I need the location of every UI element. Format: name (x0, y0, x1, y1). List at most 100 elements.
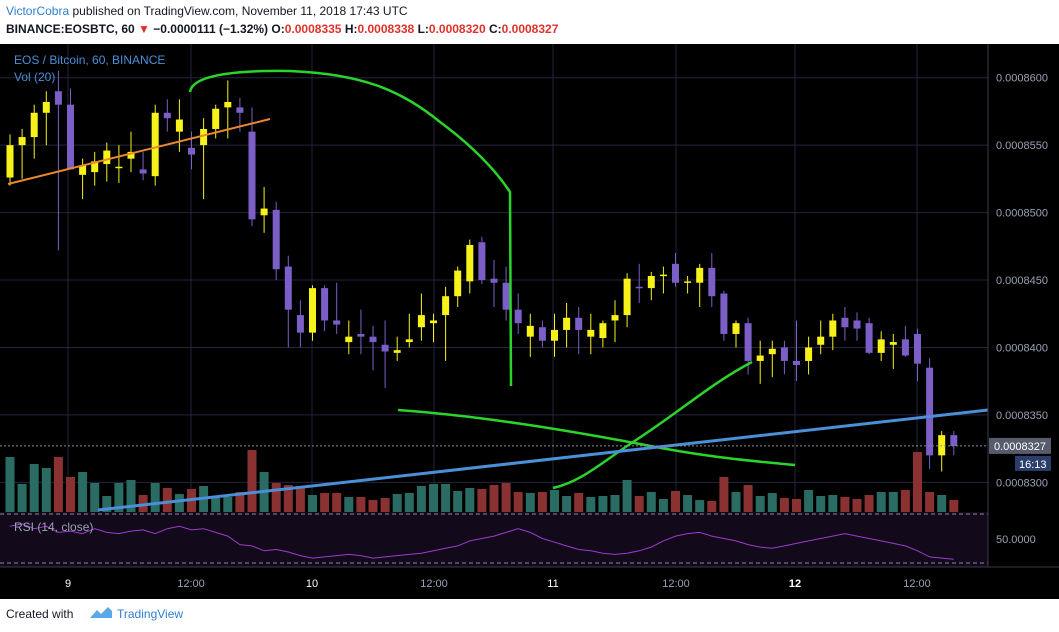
candle-body[interactable] (623, 278, 631, 316)
candle-body[interactable] (345, 336, 353, 343)
candle-body[interactable] (381, 344, 389, 352)
candle-body[interactable] (260, 208, 268, 216)
candle-body[interactable] (756, 355, 764, 361)
candle-body[interactable] (514, 309, 522, 324)
time-axis[interactable]: 9 12:00 10 12:00 11 12:00 12 12:00 (0, 566, 1059, 599)
candle-body[interactable] (54, 91, 62, 105)
candle-body[interactable] (744, 323, 752, 361)
high-label: H: (344, 22, 358, 36)
tradingview-logo-icon[interactable] (88, 605, 114, 621)
candle-body[interactable] (865, 323, 873, 353)
candle-body[interactable] (103, 150, 111, 165)
candle-body[interactable] (635, 286, 643, 289)
candle-body[interactable] (127, 151, 135, 159)
candle-body[interactable] (950, 435, 958, 446)
volume-bar (283, 485, 293, 512)
candle-body[interactable] (526, 325, 534, 337)
candle-body[interactable] (405, 339, 413, 343)
candle-body[interactable] (684, 281, 692, 283)
candle-body[interactable] (817, 336, 825, 345)
candle-body[interactable] (647, 275, 655, 289)
candle-body[interactable] (333, 320, 341, 325)
volume-bar (876, 492, 886, 512)
candles[interactable] (6, 70, 958, 472)
low-label: L: (417, 22, 429, 36)
candle-body[interactable] (30, 112, 38, 138)
candle-body[interactable] (732, 323, 740, 334)
time-tick-label: 10 (306, 578, 318, 590)
candle-body[interactable] (551, 329, 558, 341)
author-link[interactable]: VictorCobra (6, 4, 70, 18)
candle-body[interactable] (575, 317, 583, 330)
candle-body[interactable] (79, 165, 87, 175)
candle-body[interactable] (42, 101, 50, 113)
candle-body[interactable] (67, 104, 74, 170)
tradingview-brand-link[interactable]: TradingView (117, 607, 184, 621)
candle-body[interactable] (91, 161, 99, 173)
candle-body[interactable] (901, 339, 909, 356)
open-value: 0.0008335 (284, 22, 342, 36)
candle-body[interactable] (696, 267, 704, 283)
candle-body[interactable] (502, 282, 510, 310)
candle-body[interactable] (708, 267, 716, 297)
orange-trendline[interactable] (7, 118, 271, 185)
candle-body[interactable] (938, 435, 946, 456)
candle-body[interactable] (115, 166, 123, 169)
candle-body[interactable] (224, 101, 232, 108)
candle-body[interactable] (853, 320, 861, 329)
candle-body[interactable] (793, 360, 800, 365)
candle-body[interactable] (877, 339, 885, 353)
candle-body[interactable] (139, 169, 147, 174)
candle-body[interactable] (393, 350, 401, 353)
candle-body[interactable] (442, 296, 450, 316)
candle-body[interactable] (284, 266, 292, 310)
drawings[interactable] (7, 69, 989, 512)
rsi-pane[interactable] (0, 512, 988, 567)
candle-body[interactable] (188, 147, 195, 155)
candle-body[interactable] (768, 348, 776, 355)
candle-body[interactable] (659, 274, 667, 277)
candle-body[interactable] (587, 329, 595, 337)
candle-body[interactable] (200, 128, 208, 146)
candle-body[interactable] (175, 119, 183, 132)
price-axis[interactable]: 0.0008600 0.0008550 0.0008500 0.0008450 0.00… (0, 44, 1059, 579)
candle-body[interactable] (672, 263, 679, 283)
candle-body[interactable] (212, 108, 220, 129)
candle-body[interactable] (6, 145, 14, 178)
candle-body[interactable] (417, 315, 425, 328)
candle-body[interactable] (309, 288, 316, 333)
candle-body[interactable] (611, 315, 619, 321)
candle-body[interactable] (841, 317, 849, 328)
blue-trendline[interactable] (97, 408, 989, 512)
volume-bar (102, 496, 112, 512)
candle-body[interactable] (357, 333, 365, 337)
green-curve-ascending[interactable] (552, 360, 753, 490)
candle-body[interactable] (151, 112, 159, 177)
price-chart[interactable]: 0.0008600 0.0008550 0.0008500 0.0008450 0.00… (0, 44, 1059, 599)
candle-body[interactable] (236, 107, 244, 113)
candle-body[interactable] (780, 347, 788, 361)
candle-body[interactable] (430, 320, 437, 324)
candle-body[interactable] (321, 288, 329, 321)
candle-body[interactable] (538, 327, 546, 341)
candle-body[interactable] (829, 320, 837, 337)
candle-body[interactable] (599, 323, 607, 339)
candle-body[interactable] (926, 367, 934, 456)
candle-body[interactable] (248, 131, 256, 220)
candle-body[interactable] (296, 315, 304, 333)
green-arc-drawing[interactable] (188, 69, 513, 387)
candle-body[interactable] (490, 278, 498, 283)
candle-body[interactable] (163, 112, 171, 119)
candle-body[interactable] (720, 293, 728, 334)
chart-area[interactable]: 0.0008600 0.0008550 0.0008500 0.0008450 0.00… (0, 44, 1059, 599)
candle-body[interactable] (805, 347, 813, 361)
candle-body[interactable] (454, 270, 462, 297)
candle-body[interactable] (18, 137, 26, 146)
candle-body[interactable] (478, 242, 486, 281)
candle-body[interactable] (914, 333, 921, 364)
candle-body[interactable] (369, 336, 377, 343)
candle-body[interactable] (466, 244, 474, 282)
candle-body[interactable] (272, 209, 280, 270)
candle-body[interactable] (563, 317, 571, 330)
candle-body[interactable] (889, 342, 897, 345)
